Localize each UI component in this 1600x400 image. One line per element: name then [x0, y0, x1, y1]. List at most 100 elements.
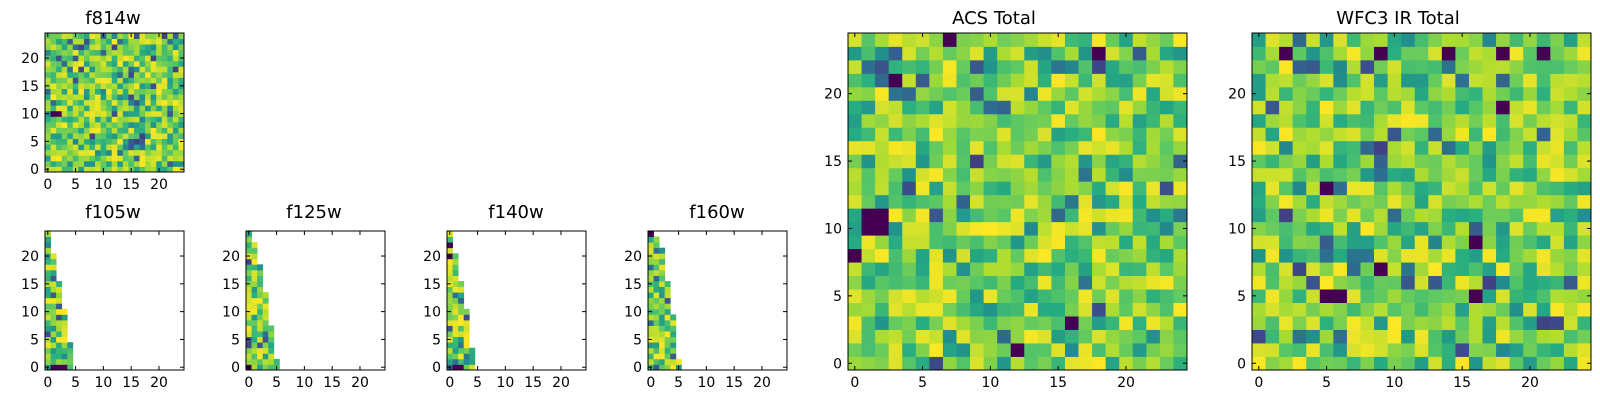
heatmap-cell: [942, 140, 957, 155]
heatmap-cell: [1010, 221, 1025, 236]
heatmap-cell: [888, 275, 903, 290]
heatmap-cell: [1536, 289, 1551, 303]
heatmap-cell: [251, 364, 258, 371]
heatmap-cell: [452, 275, 459, 282]
heatmap-cell: [1078, 113, 1093, 128]
heatmap-cell: [1455, 181, 1470, 196]
heatmap-cell: [251, 281, 258, 287]
heatmap-cell: [997, 356, 1012, 371]
axes-frame: [847, 32, 1188, 371]
heatmap-cell: [1563, 127, 1578, 142]
heatmap-cell: [1401, 248, 1416, 263]
heatmap-cell: [1037, 154, 1052, 169]
heatmap-cell: [653, 292, 660, 299]
heatmap-cell: [1550, 329, 1565, 344]
y-tick-label: 15: [222, 277, 240, 293]
heatmap-cell: [50, 44, 57, 51]
heatmap-cell: [89, 99, 96, 106]
heatmap-cell: [1509, 343, 1524, 357]
heatmap-cell: [1441, 113, 1456, 128]
heatmap-cell: [1482, 194, 1497, 209]
heatmap-cell: [156, 121, 163, 128]
heatmap-cell: [45, 242, 51, 249]
heatmap-cell: [117, 116, 124, 123]
panel-title: f140w: [488, 202, 543, 223]
heatmap-cell: [1159, 262, 1174, 277]
heatmap-cell: [970, 329, 984, 344]
heatmap-cell: [970, 289, 984, 303]
heatmap-cell: [1536, 167, 1551, 182]
heatmap-cell: [246, 319, 252, 326]
heatmap-cell: [875, 235, 890, 250]
heatmap-cell: [1509, 221, 1524, 236]
heatmap-cell: [1265, 113, 1280, 128]
heatmap-cell: [257, 353, 264, 360]
heatmap-cell: [128, 138, 135, 145]
heatmap-cell: [1319, 289, 1334, 303]
heatmap-cell: [902, 127, 917, 142]
heatmap-cell: [929, 167, 944, 182]
heatmap-cell: [1414, 235, 1429, 250]
heatmap-cell: [1306, 194, 1321, 209]
heatmap-cell: [1455, 113, 1470, 128]
heatmap-cell: [1563, 140, 1578, 155]
heatmap-cell: [50, 275, 57, 282]
heatmap-cell: [1482, 167, 1497, 182]
heatmap-cell: [128, 38, 135, 45]
heatmap-cell: [1292, 316, 1307, 330]
heatmap-cell: [1265, 208, 1280, 223]
heatmap-cell: [1577, 329, 1592, 344]
heatmap-cell: [133, 99, 140, 106]
heatmap-cell: [1333, 343, 1348, 357]
heatmap-cell: [61, 105, 68, 112]
heatmap-cell: [1455, 275, 1470, 290]
heatmap-cell: [1374, 275, 1388, 290]
heatmap-cell: [659, 247, 666, 254]
heatmap-cell: [942, 289, 957, 303]
heatmap-cell: [172, 133, 179, 140]
heatmap-cell: [1441, 33, 1456, 47]
heatmap-cell: [1252, 343, 1266, 357]
heatmap-cell: [1482, 343, 1497, 357]
heatmap-cell: [997, 46, 1012, 61]
heatmap-cell: [458, 303, 465, 310]
heatmap-cell: [111, 88, 118, 95]
heatmap-cell: [161, 138, 168, 145]
heatmap-cell: [117, 33, 124, 39]
heatmap-cell: [1132, 275, 1147, 290]
heatmap-cell: [1119, 194, 1134, 209]
heatmap-cell: [929, 356, 944, 371]
heatmap-cell: [1414, 289, 1429, 303]
heatmap-cell: [1265, 221, 1280, 236]
heatmap-cell: [172, 33, 179, 39]
heatmap-cell: [1496, 73, 1511, 88]
heatmap-cell: [942, 329, 957, 344]
heatmap-cell: [133, 121, 140, 128]
heatmap-cells: [45, 231, 74, 371]
y-tick-label: 10: [21, 107, 39, 123]
heatmap-cell: [1265, 59, 1280, 74]
heatmap-cell: [268, 364, 275, 371]
heatmap-cell: [251, 358, 258, 365]
heatmap-cell: [1550, 86, 1565, 101]
heatmap-cell: [56, 127, 63, 134]
heatmap-cell: [172, 49, 179, 56]
heatmap-cell: [1374, 235, 1388, 250]
heatmap-cell: [653, 314, 660, 321]
heatmap-cell: [45, 314, 51, 321]
heatmap-cell: [61, 60, 68, 67]
heatmap-cell: [100, 77, 107, 84]
heatmap-cell: [117, 66, 124, 73]
heatmap-cell: [45, 77, 51, 84]
heatmap-cell: [1401, 113, 1416, 128]
heatmap-cell: [1468, 343, 1483, 357]
heatmap-cell: [1119, 275, 1134, 290]
heatmap-cell: [167, 88, 174, 95]
heatmap-cell: [875, 194, 890, 209]
heatmap-cell: [1146, 181, 1161, 196]
heatmap-cell: [902, 302, 917, 317]
x-tick-label: 5: [71, 177, 80, 193]
heatmap-cell: [128, 110, 135, 117]
heatmap-cell: [1024, 275, 1039, 290]
heatmap-cell: [72, 99, 79, 106]
